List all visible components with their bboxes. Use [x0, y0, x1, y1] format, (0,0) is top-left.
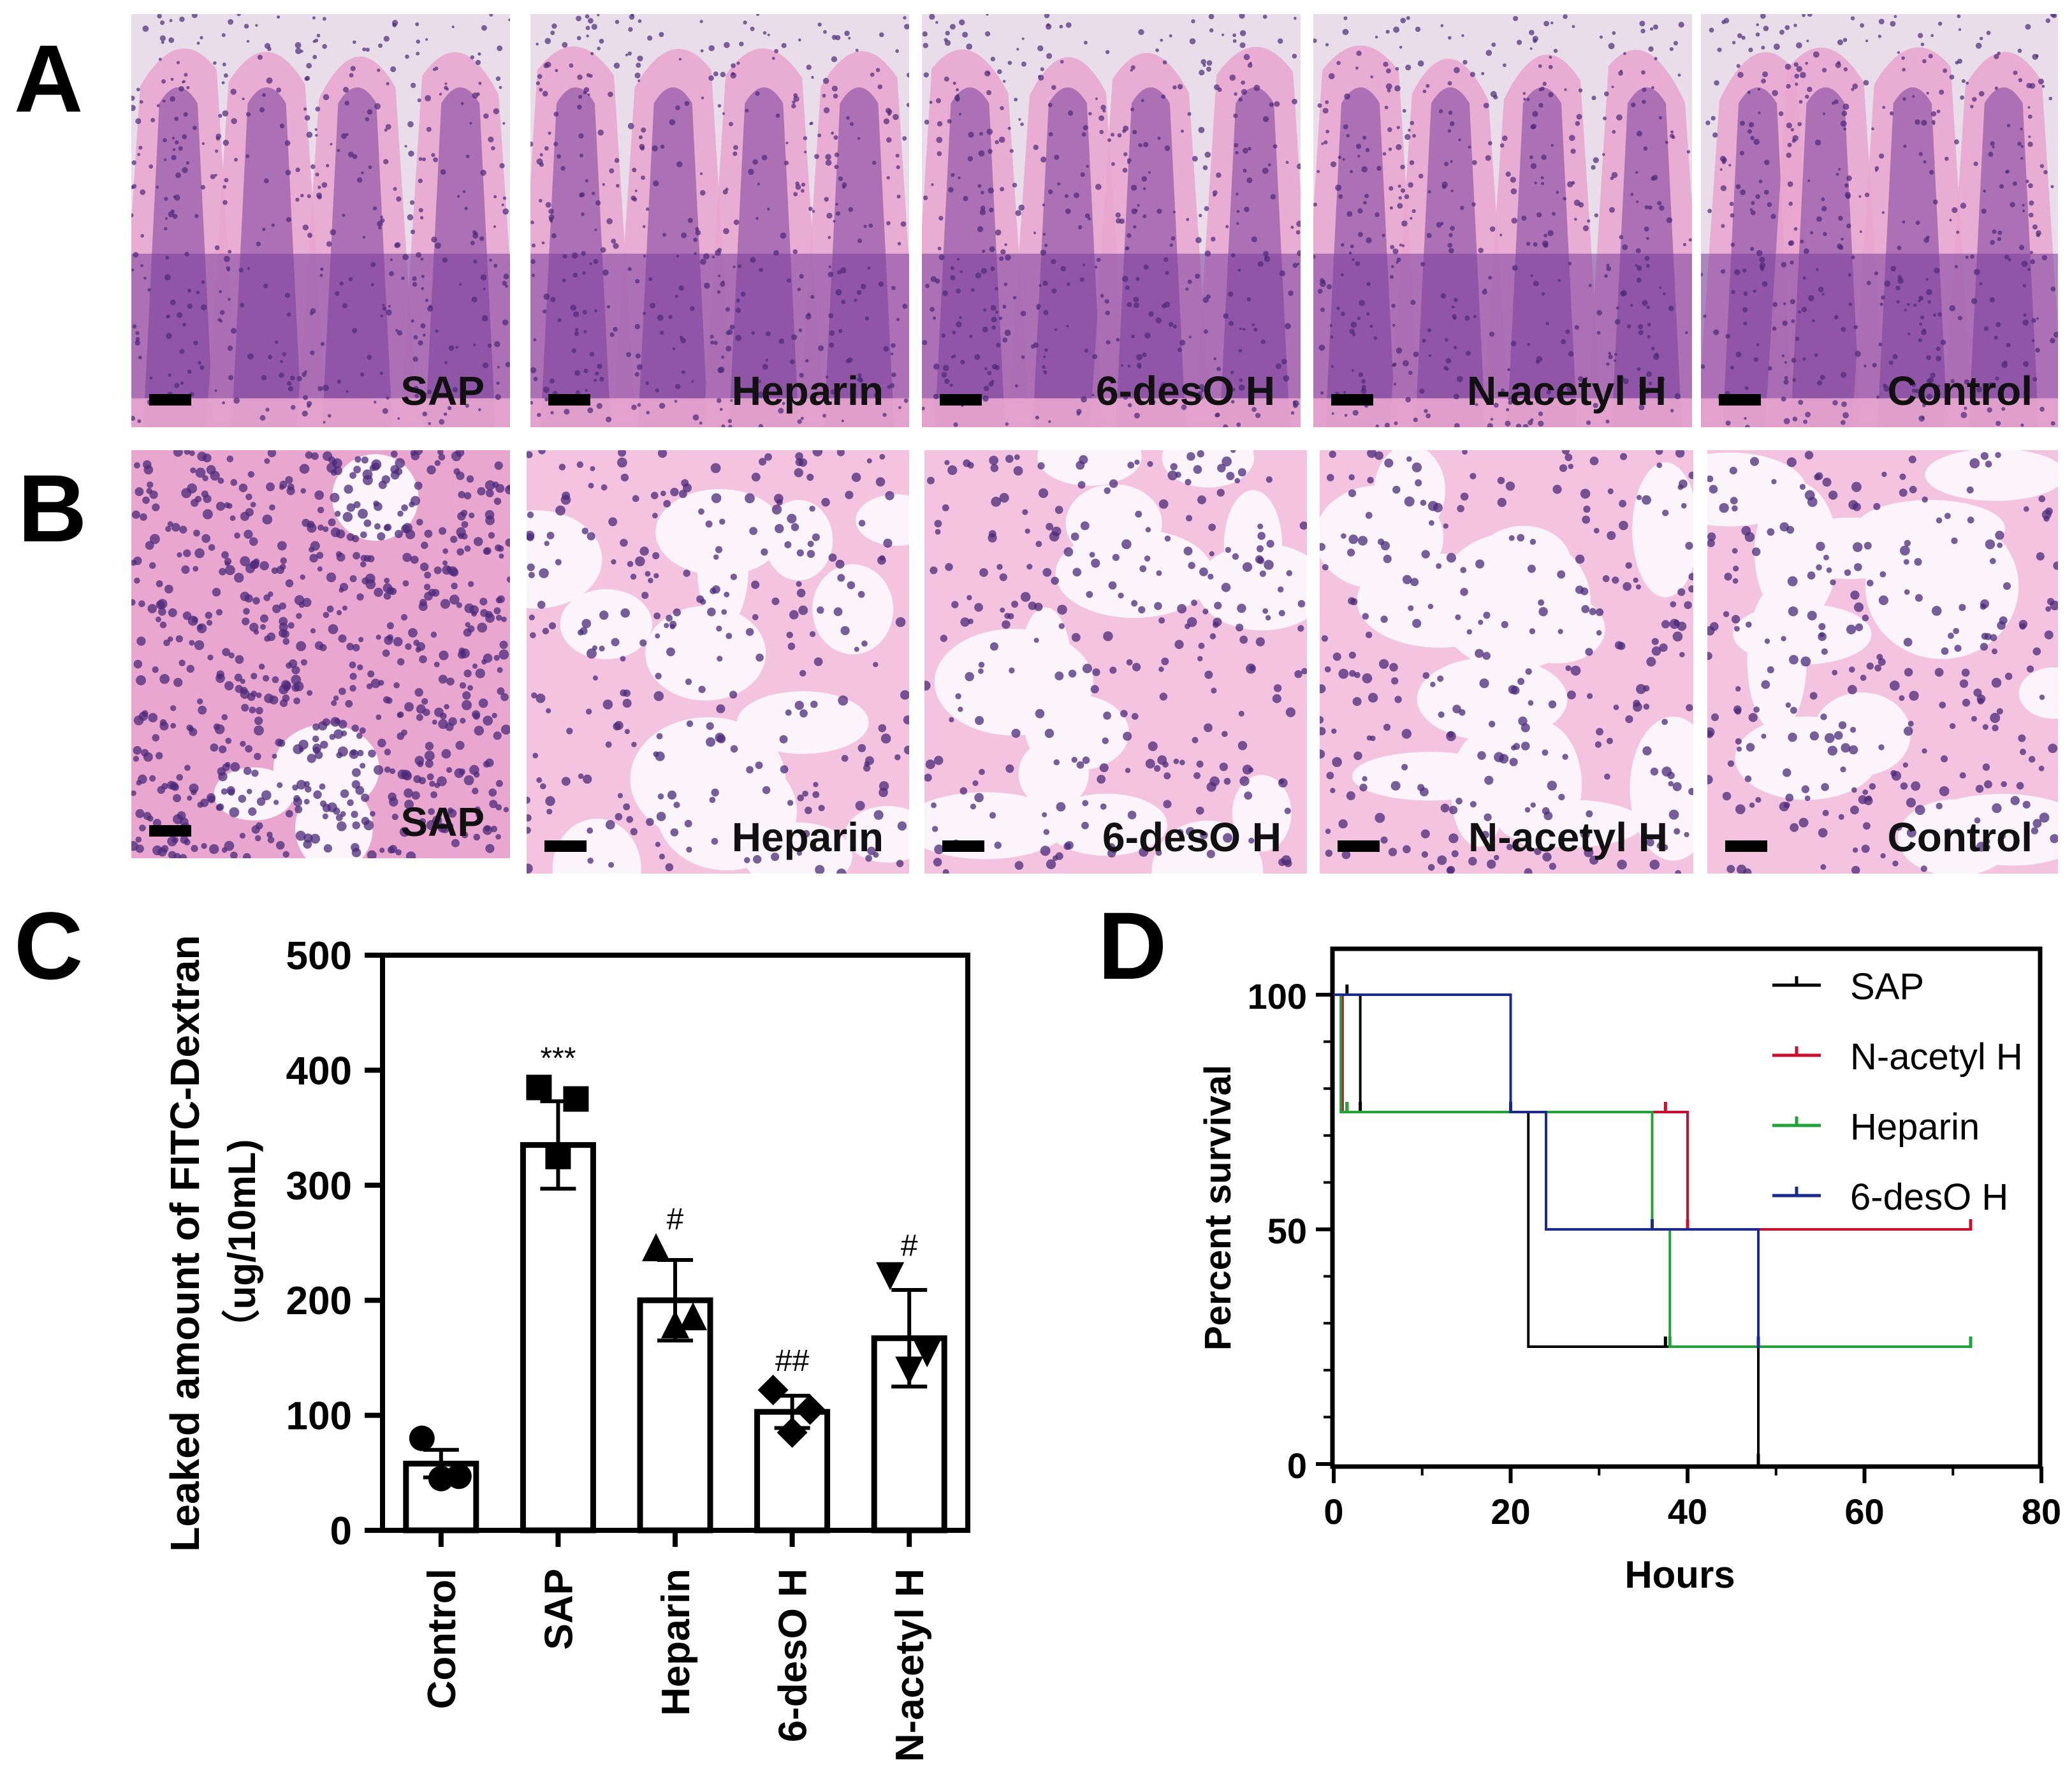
y-tick-label: 50 [1267, 1211, 1307, 1251]
data-point [757, 1374, 789, 1405]
histology-label: N-acetyl H [1467, 368, 1667, 414]
histology-image [527, 450, 909, 874]
x-tick-label: 40 [1668, 1491, 1707, 1532]
histology-image [131, 14, 510, 427]
survival-line [1334, 993, 1971, 1348]
y-tick-label: 0 [1287, 1446, 1307, 1486]
legend-label: 6-desO H [1850, 1176, 2008, 1218]
data-point [409, 1425, 435, 1451]
scale-bar [1719, 394, 1761, 406]
x-tick-label: 60 [1844, 1491, 1884, 1532]
x-axis-label: Hours [1624, 1553, 1735, 1596]
histology-label: Control [1887, 368, 2033, 414]
x-tick-label: Control [420, 1569, 464, 1709]
histology-label: N-acetyl H [1468, 814, 1668, 860]
y-tick-label: 400 [286, 1049, 352, 1093]
histology-image [1320, 450, 1693, 874]
histology-label: Heparin [731, 368, 884, 414]
histology-intestine-n-acetyl-h: N-acetyl H [1313, 14, 1692, 427]
histology-lung-heparin: Heparin [527, 450, 909, 874]
scale-bar [940, 394, 982, 406]
panel-letter-b: B [18, 455, 87, 562]
histology-intestine-sap: SAP [131, 14, 510, 427]
histology-image [1707, 450, 2058, 874]
significance-label: *** [540, 1041, 576, 1075]
histology-image [131, 450, 510, 858]
data-point [777, 1417, 808, 1448]
histology-lung-6-deso-h: 6-desO H [924, 450, 1307, 874]
histology-intestine-6-deso-h: 6-desO H [922, 14, 1301, 427]
histology-label: Control [1887, 814, 2033, 860]
x-tick-label: Heparin [654, 1569, 698, 1716]
bar-chart-fitc-dextran: 0 100 200 300 400 500 Leaked amount of FITC-De… [162, 934, 970, 1762]
bar [520, 1142, 596, 1534]
histology-image [922, 14, 1301, 427]
scale-bar [1338, 840, 1380, 852]
histology-lung-n-acetyl-h: N-acetyl H [1320, 450, 1693, 874]
panel-letter-a: A [14, 25, 84, 132]
data-point [876, 1262, 905, 1291]
y-tick-label: 200 [286, 1279, 352, 1323]
significance-label: ## [775, 1344, 810, 1378]
y-axis-label: Leaked amount of FITC-Dextran [162, 935, 208, 1551]
data-point [661, 1310, 689, 1338]
significance-label: # [667, 1203, 684, 1236]
y-axis-label-units: （ug/10mL) [221, 1139, 263, 1348]
significance-label: # [901, 1229, 918, 1263]
scale-bar [544, 840, 587, 852]
survival-line [1334, 993, 1760, 1347]
panel-letter-c: C [14, 892, 84, 999]
scale-bar [149, 825, 191, 837]
panel-letter-d: D [1098, 892, 1167, 999]
x-tick-label: SAP [537, 1569, 581, 1650]
y-tick-label: 0 [330, 1509, 352, 1553]
data-point [913, 1339, 942, 1368]
legend-label: Heparin [1850, 1106, 1980, 1148]
y-tick-label: 100 [286, 1395, 352, 1439]
y-tick-label: 500 [286, 934, 352, 978]
x-tick-label: 0 [1324, 1491, 1343, 1532]
histology-image [1701, 14, 2058, 427]
scale-bar [548, 394, 590, 406]
x-tick-label: 6-desO H [771, 1569, 815, 1742]
legend-label: N-acetyl H [1850, 1036, 2023, 1078]
data-point [545, 1143, 571, 1169]
scale-bar [149, 394, 191, 406]
histology-label: SAP [400, 799, 485, 845]
x-tick-label: N-acetyl H [888, 1569, 932, 1762]
y-tick-label: 300 [286, 1164, 352, 1208]
legend-label: SAP [1850, 966, 1924, 1007]
x-tick-label: 20 [1491, 1491, 1530, 1532]
data-point [895, 1356, 924, 1385]
histology-label: Heparin [731, 814, 884, 860]
scale-bar [1331, 394, 1373, 406]
histology-intestine-control: Control [1701, 14, 2058, 427]
data-point [794, 1394, 826, 1425]
histology-image [530, 14, 909, 427]
data-point [679, 1302, 707, 1331]
y-tick-label: 100 [1248, 976, 1307, 1016]
y-axis-label: Percent survival [1197, 1065, 1239, 1351]
histology-image [924, 450, 1307, 874]
data-point [526, 1074, 552, 1101]
data-point [563, 1086, 589, 1112]
histology-label: SAP [400, 368, 485, 414]
x-tick-label: 80 [2022, 1491, 2061, 1532]
histology-lung-sap: SAP [131, 450, 510, 858]
data-point [428, 1465, 454, 1491]
histology-label: 6-desO H [1096, 368, 1275, 414]
histology-label: 6-desO H [1102, 814, 1281, 860]
scale-bar [1725, 840, 1767, 852]
histology-image [1313, 14, 1692, 427]
histology-intestine-heparin: Heparin [530, 14, 909, 427]
histology-lung-control: Control [1707, 450, 2058, 874]
data-point [642, 1233, 670, 1262]
scale-bar [942, 840, 984, 852]
